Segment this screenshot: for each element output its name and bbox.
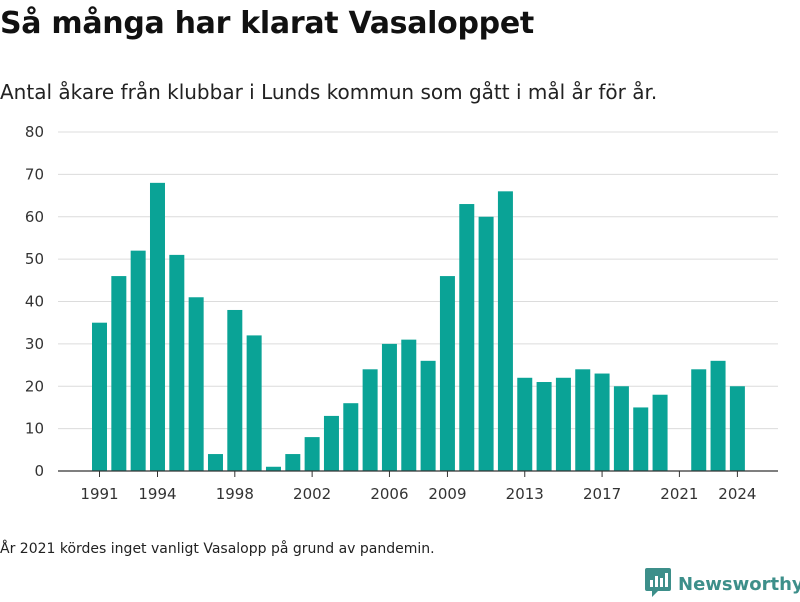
bar-1994 (149, 182, 165, 471)
bar-2000 (265, 466, 281, 471)
bar-2008 (420, 360, 436, 471)
x-tick-label: 2006 (370, 485, 408, 503)
y-tick-label: 70 (25, 165, 44, 183)
bar-2015 (555, 377, 571, 471)
bar-2005 (362, 369, 378, 471)
bar-1993 (130, 250, 146, 471)
y-tick-label: 80 (25, 123, 44, 141)
bar-2014 (536, 382, 552, 471)
brand-logo[interactable]: Newsworthy (644, 568, 800, 600)
newsworthy-logo-icon (644, 566, 672, 602)
y-tick-label: 40 (25, 293, 44, 311)
axes: 0 10 20 30 40 50 60 70 80 1991 1994 1998 2002 2006 200… (25, 123, 778, 503)
bar-1991 (92, 322, 107, 471)
bar-2018 (613, 386, 629, 471)
y-tick-label: 60 (25, 208, 44, 226)
bar-2013 (517, 377, 533, 471)
bar-2011 (478, 216, 494, 471)
bar-2010 (459, 204, 475, 471)
bar-2022 (691, 369, 707, 471)
bar-chart: 0 10 20 30 40 50 60 70 80 1991 1994 1998 2002 2006 200… (25, 123, 778, 503)
x-tick-label: 1991 (80, 485, 118, 503)
bar-2020 (652, 394, 668, 471)
chart-subtitle: Antal åkare från klubbar i Lunds kommun … (0, 80, 658, 104)
x-tick-label: 2021 (660, 485, 698, 503)
bar-1992 (111, 276, 127, 471)
bars (92, 182, 745, 471)
brand-name: Newsworthy (678, 573, 800, 595)
bar-1996 (188, 297, 204, 471)
bar-2023 (710, 360, 726, 471)
bar-1995 (169, 254, 185, 471)
y-tick-label: 50 (25, 250, 44, 268)
y-tick-label: 0 (34, 462, 44, 480)
bar-2017 (594, 373, 610, 471)
bar-2003 (323, 415, 339, 471)
x-tick-label: 2017 (583, 485, 621, 503)
bar-2012 (497, 191, 513, 471)
bar-2002 (304, 437, 320, 471)
bar-2024 (729, 386, 745, 471)
bar-2009 (439, 276, 455, 471)
bar-1997 (207, 454, 223, 471)
bar-2016 (575, 369, 591, 471)
x-tick-label: 1994 (138, 485, 176, 503)
x-tick-label: 1998 (216, 485, 254, 503)
bar-1998 (227, 309, 243, 471)
y-tick-label: 20 (25, 377, 44, 395)
x-tick-label: 2009 (428, 485, 466, 503)
bar-2006 (381, 343, 397, 471)
bar-2001 (285, 454, 301, 471)
x-tick-label: 2024 (718, 485, 756, 503)
y-tick-label: 10 (25, 420, 44, 438)
x-tick-label: 2013 (506, 485, 544, 503)
bar-1999 (246, 335, 262, 471)
bar-2019 (633, 407, 649, 471)
y-tick-label: 30 (25, 335, 44, 353)
x-tick-label: 2002 (293, 485, 331, 503)
gridlines (58, 131, 778, 430)
chart-title: Så många har klarat Vasaloppet (0, 6, 534, 41)
bar-2007 (401, 339, 417, 471)
bar-2004 (343, 403, 359, 471)
footnote: År 2021 kördes inget vanligt Vasalopp på… (0, 541, 435, 557)
